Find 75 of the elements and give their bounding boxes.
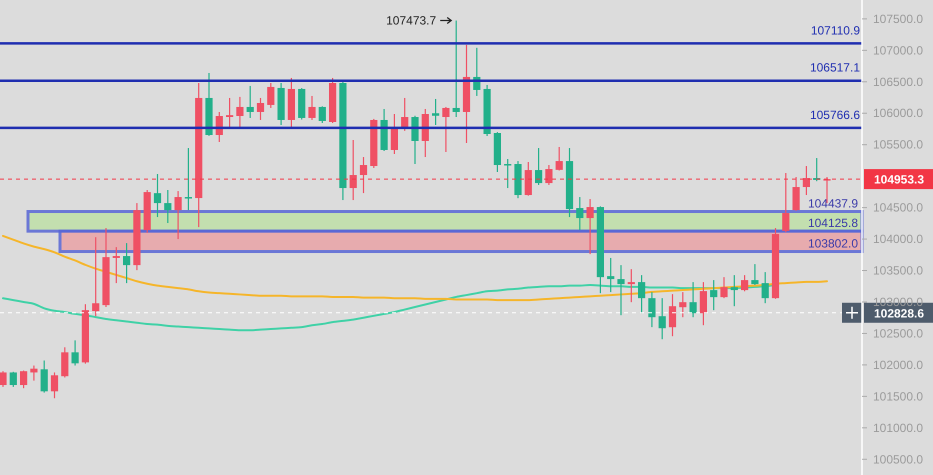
y-tick-label: 107000.0 <box>872 43 924 58</box>
candlestick <box>10 371 17 388</box>
y-tick-label: 105500.0 <box>872 138 924 152</box>
y-tick-label: 102000.0 <box>872 358 924 372</box>
y-tick-label: 106500.0 <box>872 74 924 89</box>
annotation: 104125.8 <box>808 216 858 230</box>
candlestick <box>0 370 7 388</box>
candlestick <box>246 85 254 119</box>
ref-line-label: 107110.9 <box>810 23 860 38</box>
candlestick <box>20 370 28 389</box>
candlestick <box>267 82 274 109</box>
candlestick <box>30 364 38 382</box>
candlestick <box>740 274 748 292</box>
candlestick <box>762 272 769 304</box>
candlestick <box>226 97 234 128</box>
annotation: 103802.0 <box>808 236 858 251</box>
candlestick <box>689 282 697 318</box>
ref-line-label: 102828.6 <box>874 306 924 320</box>
candlestick <box>534 147 542 186</box>
candlestick <box>360 156 368 194</box>
candlestick <box>710 279 718 311</box>
candlestick <box>452 20 460 118</box>
candlestick <box>390 113 398 155</box>
y-tick-label: 101500.0 <box>872 389 924 404</box>
candlestick <box>556 146 563 172</box>
y-tick-label: 102500.0 <box>872 326 924 340</box>
candlestick <box>236 96 244 128</box>
candlestick <box>50 372 58 399</box>
candlestick <box>308 95 316 121</box>
y-tick-label: 104500.0 <box>872 200 924 215</box>
candlestick <box>122 242 130 284</box>
candlestick <box>545 164 553 186</box>
candlestick <box>174 190 182 240</box>
annotation: 104437.9 <box>808 196 858 211</box>
y-tick-label: 107500.0 <box>872 12 924 26</box>
candlestick <box>658 298 666 340</box>
candlestick <box>782 172 790 233</box>
ref-line-label: 105766.6 <box>810 108 860 122</box>
y-tick-label: 100500.0 <box>872 452 924 466</box>
y-tick-label: 104000.0 <box>872 232 924 246</box>
y-tick-label: 101000.0 <box>872 420 924 435</box>
candlestick <box>504 158 512 189</box>
candlestick <box>71 340 79 366</box>
candlestick <box>668 294 676 337</box>
candlestick <box>679 292 686 318</box>
candlestick <box>586 198 594 255</box>
candlestick <box>648 292 656 328</box>
candlestick <box>792 176 800 212</box>
candlestick <box>802 165 810 196</box>
y-tick-label: 103500.0 <box>872 264 924 278</box>
candlestick <box>628 268 635 303</box>
candlestick <box>638 274 646 314</box>
candlestick <box>720 276 728 299</box>
candlestick <box>607 257 614 293</box>
candlestick <box>318 106 326 124</box>
candlestick <box>442 106 450 153</box>
candlestick <box>617 264 625 316</box>
candlestick <box>730 274 738 307</box>
candlestick <box>256 97 264 121</box>
candlestick <box>92 236 100 317</box>
ref-line-label: 104953.3 <box>874 172 924 187</box>
candlestick <box>576 196 584 231</box>
annotation: 107473.7 <box>386 14 437 28</box>
candlestick <box>112 246 120 284</box>
candlestick <box>432 98 440 126</box>
candlestick <box>164 189 172 224</box>
candlestick <box>350 139 357 201</box>
candlestick <box>40 360 48 394</box>
candlestick <box>700 282 708 326</box>
candlestick <box>184 147 192 211</box>
candlestick <box>751 264 759 286</box>
candlestick <box>61 346 68 378</box>
ref-line-label: 106517.1 <box>810 60 860 75</box>
y-tick-label: 106000.0 <box>872 106 924 120</box>
candlestick <box>154 173 162 218</box>
